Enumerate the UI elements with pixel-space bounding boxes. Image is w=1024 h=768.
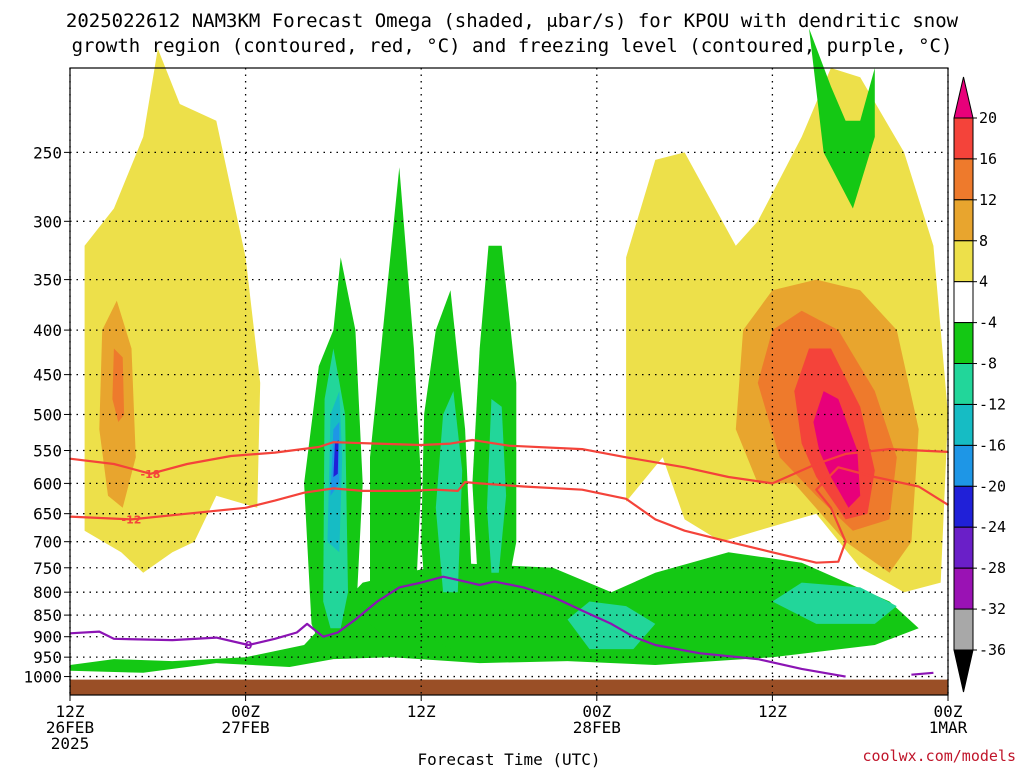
colorbar-box-7 <box>953 404 974 446</box>
colorbar-label-11: -28 <box>979 559 1006 577</box>
colorbar-box-12 <box>953 608 974 651</box>
chart-title-line-2: growth region (contoured, red, °C) and f… <box>72 35 953 57</box>
y-tick-label-400: 400 <box>33 321 62 340</box>
ground-layer <box>70 679 948 695</box>
contour-line-1 <box>69 466 949 564</box>
colorbar-label-0: 20 <box>979 109 997 127</box>
y-tick-label-550: 550 <box>33 442 62 461</box>
colorbar-label-10: -24 <box>979 518 1006 536</box>
colorbar-box-1 <box>953 158 974 201</box>
contour-line-3 <box>911 671 934 676</box>
x-axis-label: Forecast Time (UTC) <box>417 750 600 768</box>
omega-area-15 <box>435 391 463 593</box>
y-tick-label-250: 250 <box>33 143 62 162</box>
omega-area-10 <box>370 167 422 637</box>
colorbar: 20 16 12 8 4 -4 -8 -12 -16 -20 -24 -28 -32 -36 <box>953 76 1006 693</box>
x-tick-label-4-1: 12Z <box>758 702 787 721</box>
colorbar-box-11 <box>953 567 974 610</box>
y-tick-label-700: 700 <box>33 533 62 552</box>
contour-line-2 <box>69 575 846 678</box>
y-tick-label-900: 900 <box>33 628 62 647</box>
contour-label-2: 0 <box>245 639 253 652</box>
colorbar-bottom-arrow <box>953 649 974 693</box>
colorbar-label-9: -20 <box>979 477 1006 495</box>
y-tick-label-350: 350 <box>33 271 62 290</box>
contour-line-0 <box>69 438 949 485</box>
colorbar-label-6: -8 <box>979 355 997 373</box>
omega-area-7 <box>813 391 861 508</box>
colorbar-label-5: -4 <box>979 314 997 332</box>
colorbar-box-3 <box>953 240 974 283</box>
colorbar-label-12: -32 <box>979 600 1006 618</box>
colorbar-label-3: 8 <box>979 232 988 250</box>
plot-frame <box>69 67 949 696</box>
omega-area-18 <box>772 582 897 624</box>
x-tick-label-0-1: 12Z <box>56 702 85 721</box>
colorbar-box-8 <box>953 444 974 487</box>
omega-area-21 <box>333 440 339 477</box>
omega-shading <box>70 28 948 673</box>
y-axis-ticks: 250 300 350 400 450 500 550 600 650 700 750 800 850 9… <box>23 143 70 687</box>
y-tick-label-800: 800 <box>33 583 62 602</box>
y-tick-label-450: 450 <box>33 366 62 385</box>
y-tick-label-500: 500 <box>33 405 62 424</box>
x-tick-label-1-1: 00Z <box>231 702 260 721</box>
colorbar-box-9 <box>953 485 974 528</box>
y-tick-label-650: 650 <box>33 505 62 524</box>
contour-label-1: -12 <box>122 513 142 526</box>
credit-text: coolwx.com/models <box>862 747 1016 765</box>
chart-title-line-1: 2025022612 NAM3KM Forecast Omega (shaded… <box>66 10 959 32</box>
colorbar-box-5 <box>953 322 974 365</box>
omega-area-2 <box>112 348 125 422</box>
omega-area-13 <box>809 28 875 209</box>
x-tick-label-3-2: 28FEB <box>573 718 621 737</box>
x-tick-label-0-2: 26FEB <box>46 718 94 737</box>
y-tick-label-300: 300 <box>33 212 62 231</box>
colorbar-box-0 <box>953 117 974 160</box>
y-tick-label-750: 750 <box>33 559 62 578</box>
colorbar-box-6 <box>953 363 974 405</box>
colorbar-label-2: 12 <box>979 191 997 209</box>
contour-label-0: -18 <box>141 468 161 481</box>
colorbar-top-arrow <box>953 76 974 119</box>
x-tick-label-1-2: 27FEB <box>222 718 270 737</box>
colorbar-box-2 <box>953 199 974 242</box>
x-tick-label-3-1: 00Z <box>582 702 611 721</box>
colorbar-label-8: -16 <box>979 436 1006 454</box>
x-tick-label-2-1: 12Z <box>407 702 436 721</box>
plot-area: -18 -12 0 <box>69 28 949 696</box>
temperature-contours: -18 -12 0 <box>69 438 949 678</box>
colorbar-label-4: 4 <box>979 273 988 291</box>
colorbar-box-10 <box>953 526 974 569</box>
y-tick-label-1000: 1000 <box>23 668 62 687</box>
x-tick-label-0-3: 2025 <box>51 734 90 753</box>
x-tick-label-5-1: 00Z <box>934 702 963 721</box>
colorbar-label-13: -36 <box>979 641 1006 659</box>
colorbar-box-4 <box>953 281 974 324</box>
y-tick-label-950: 950 <box>33 648 62 667</box>
y-tick-label-850: 850 <box>33 606 62 625</box>
y-tick-label-600: 600 <box>33 474 62 493</box>
colorbar-label-1: 16 <box>979 150 997 168</box>
colorbar-label-7: -12 <box>979 395 1006 413</box>
x-tick-label-5-2: 1MAR <box>929 718 968 737</box>
